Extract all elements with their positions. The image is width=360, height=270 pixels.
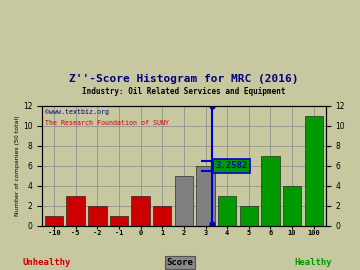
Text: Healthy: Healthy [294,258,332,267]
Bar [305,116,323,226]
Bar [240,206,258,226]
Bar [175,176,193,226]
Text: The Research Foundation of SUNY: The Research Foundation of SUNY [45,120,169,126]
Text: Unhealthy: Unhealthy [23,258,71,267]
Bar [153,206,171,226]
Bar [261,156,280,226]
Bar [88,206,107,226]
Bar [196,166,215,226]
Text: Industry: Oil Related Services and Equipment: Industry: Oil Related Services and Equip… [82,87,285,96]
Text: 3.2582: 3.2582 [215,161,247,170]
Text: ©www.textbiz.org: ©www.textbiz.org [45,109,109,115]
Text: Score: Score [167,258,193,267]
Text: Z''-Score Histogram for MRC (2016): Z''-Score Histogram for MRC (2016) [69,74,299,84]
Y-axis label: Number of companies (50 total): Number of companies (50 total) [15,116,20,216]
Bar [131,196,150,226]
Bar [218,196,237,226]
Bar [110,216,128,226]
Bar [67,196,85,226]
Bar [45,216,63,226]
Bar [283,186,301,226]
